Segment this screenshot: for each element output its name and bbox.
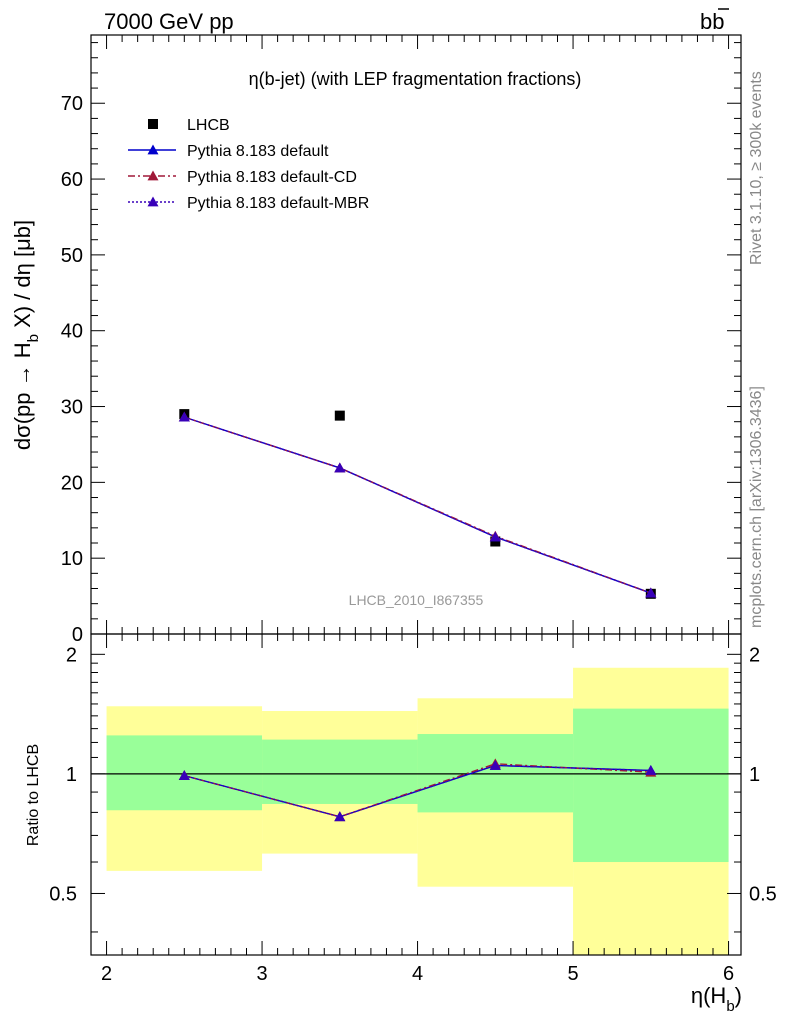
lower-ylabel: Ratio to LHCB <box>25 744 42 846</box>
legend-label: LHCB <box>187 117 230 134</box>
watermark: LHCB_2010_I867355 <box>349 592 484 608</box>
legend: LHCB Pythia 8.183 default Pythia 8.183 def… <box>128 117 369 212</box>
series-layer <box>178 409 657 822</box>
upper-point-square <box>490 536 501 547</box>
xtick-label: 3 <box>256 963 267 985</box>
legend-label: Pythia 8.183 default <box>187 143 329 160</box>
xlabel: η(Hb) <box>691 983 742 1015</box>
upper-ylabel-sub: b <box>25 334 42 342</box>
lower-point-triangle <box>645 764 657 775</box>
xtick-label: 6 <box>723 963 734 985</box>
legend-label: Pythia 8.183 default-CD <box>187 169 357 186</box>
header-right-b: b <box>700 9 712 34</box>
lower-point-triangle <box>178 770 190 781</box>
lower-frame <box>90 633 742 956</box>
upper-series-line-3 <box>184 416 652 594</box>
upper-ytick-label: 20 <box>61 472 83 494</box>
upper-ytick-label: 40 <box>61 321 83 343</box>
upper-ylabel-post: X) / dη [μb] <box>10 220 35 334</box>
lower-point-triangle <box>334 811 346 822</box>
band-green-3 <box>573 708 729 863</box>
lower-ytick-label: 2 <box>66 644 77 666</box>
band-green-2 <box>417 734 574 813</box>
upper-point-triangle <box>178 411 190 422</box>
lower-series-line-2 <box>184 764 651 818</box>
upper-ytick-label: 50 <box>61 245 83 267</box>
upper-ytick-label: 10 <box>61 548 83 570</box>
upper-title: η(b-jet) (with LEP fragmentation fractio… <box>249 69 582 89</box>
header-right: bb <box>700 8 729 34</box>
side-label-rivet: Rivet 3.1.10, ≥ 300k events <box>748 71 765 265</box>
upper-ytick-label: 30 <box>61 397 83 419</box>
upper-point-triangle <box>334 462 346 473</box>
lower-ytick-label-right: 1 <box>749 764 760 786</box>
lower-ytick-label-right: 2 <box>749 644 760 666</box>
upper-point-triangle <box>645 587 657 598</box>
upper-point-square <box>334 410 345 421</box>
xtick-label: 5 <box>567 963 578 985</box>
upper-series-line-1 <box>184 416 652 594</box>
upper-ytick-label: 70 <box>61 93 83 115</box>
svg-text:bb: bb <box>700 9 725 34</box>
xlabel-pre: η(H <box>691 983 726 1008</box>
header-right-bbar: b <box>712 9 724 34</box>
xlabel-sub: b <box>726 998 734 1015</box>
legend-marker-triangle <box>147 196 159 207</box>
upper-ytick-label: 0 <box>72 624 83 646</box>
legend-marker-triangle <box>147 170 159 181</box>
xlabel-post: ) <box>735 983 742 1008</box>
legend-label: Pythia 8.183 default-MBR <box>187 195 369 212</box>
upper-ylabel-pre: dσ(pp → H <box>10 342 35 450</box>
legend-marker-triangle <box>147 144 159 155</box>
legend-marker-square <box>148 119 158 129</box>
band-green-1 <box>262 739 418 804</box>
upper-ytick-label: 60 <box>61 169 83 191</box>
lower-point-triangle <box>489 759 501 770</box>
xtick-label: 4 <box>412 963 423 985</box>
xtick-label: 2 <box>101 963 112 985</box>
lower-ytick-label: 1 <box>66 764 77 786</box>
side-label-mcplots: mcplots.cern.ch [arXiv:1306.3436] <box>748 386 765 628</box>
lower-ytick-label: 0.5 <box>49 883 77 905</box>
upper-series-line-2 <box>184 416 652 594</box>
upper-ylabel: dσ(pp → Hb X) / dη [μb] <box>10 220 42 450</box>
axes: 0 10 20 30 40 50 60 70 0.5 0.5 1 1 2 2 2 3 4 5 6 <box>49 34 777 985</box>
header-left: 7000 GeV pp <box>104 9 234 34</box>
upper-point-triangle <box>489 531 501 542</box>
ratio-bands <box>106 667 729 955</box>
lower-ytick-label-right: 0.5 <box>749 883 777 905</box>
